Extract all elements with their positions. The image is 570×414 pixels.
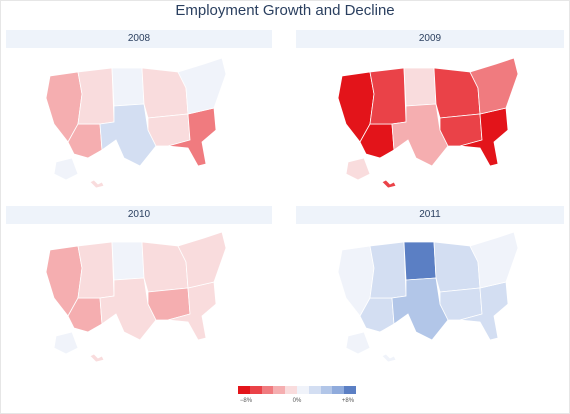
colorbar-segment	[344, 386, 356, 394]
panel-title-2011: 2011	[296, 206, 564, 224]
region-alaska	[53, 331, 79, 355]
choropleth-map-2008	[38, 54, 238, 196]
region-plains-north	[403, 241, 437, 281]
region-northeast	[469, 57, 519, 115]
region-hawaii	[89, 179, 105, 189]
colorbar-segment	[332, 386, 345, 394]
choropleth-map-2010	[38, 228, 238, 370]
colorbar-segment	[320, 386, 333, 394]
colorbar-gradient	[238, 386, 356, 394]
colorbar-segment	[296, 386, 309, 394]
region-alaska	[345, 157, 371, 181]
region-mountain	[369, 241, 407, 299]
region-southeast	[167, 281, 217, 341]
colorbar-segment	[308, 386, 321, 394]
colorbar-segment	[249, 386, 262, 394]
region-northeast	[469, 231, 519, 289]
region-south	[439, 287, 483, 321]
colorbar-legend: −8% 0% +8%	[238, 386, 356, 410]
region-southeast	[167, 107, 217, 167]
panel-title-2009: 2009	[296, 30, 564, 48]
region-alaska	[53, 157, 79, 181]
chart-title: Employment Growth and Decline	[175, 2, 395, 19]
colorbar-segment	[261, 386, 274, 394]
region-plains-south	[99, 277, 157, 341]
choropleth-map-2009	[330, 54, 530, 196]
colorbar-segment	[273, 386, 286, 394]
region-southeast	[459, 107, 509, 167]
region-hawaii	[381, 179, 397, 189]
region-plains-north	[111, 241, 145, 281]
panel-title-2010: 2010	[6, 206, 272, 224]
colorbar-tick-max: +8%	[341, 398, 355, 404]
us-map-svg	[45, 231, 227, 363]
colorbar-segment	[285, 386, 297, 394]
region-plains-south	[391, 277, 449, 341]
region-plains-south	[99, 103, 157, 167]
region-mountain	[369, 67, 407, 125]
region-southeast	[459, 281, 509, 341]
region-hawaii	[89, 353, 105, 363]
region-northeast	[177, 231, 227, 289]
us-map-svg	[45, 57, 227, 189]
choropleth-map-2011	[330, 228, 530, 370]
colorbar-tick-min: −8%	[239, 398, 253, 404]
colorbar-tick-zero: 0%	[292, 398, 302, 404]
region-hawaii	[381, 353, 397, 363]
us-map-svg	[337, 231, 519, 363]
colorbar-segment	[238, 386, 250, 394]
region-mountain	[77, 241, 115, 299]
us-map-svg	[337, 57, 519, 189]
region-plains-north	[403, 67, 437, 107]
region-plains-south	[391, 103, 449, 167]
region-northeast	[177, 57, 227, 115]
region-south	[439, 113, 483, 147]
region-south	[147, 113, 191, 147]
panel-title-2008: 2008	[6, 30, 272, 48]
region-mountain	[77, 67, 115, 125]
region-plains-north	[111, 67, 145, 107]
region-south	[147, 287, 191, 321]
region-alaska	[345, 331, 371, 355]
